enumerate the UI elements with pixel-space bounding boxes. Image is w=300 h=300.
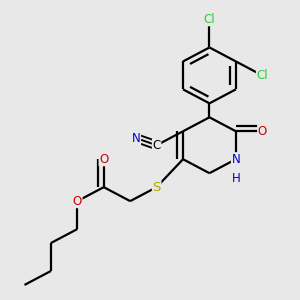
Text: O: O <box>73 195 82 208</box>
Text: N: N <box>132 132 140 145</box>
Text: O: O <box>99 153 108 166</box>
Text: C: C <box>152 139 161 152</box>
Text: Cl: Cl <box>256 69 268 82</box>
Text: O: O <box>258 125 267 138</box>
Text: N: N <box>232 153 240 166</box>
Text: Cl: Cl <box>204 13 215 26</box>
Text: S: S <box>152 181 161 194</box>
Text: H: H <box>232 172 240 185</box>
